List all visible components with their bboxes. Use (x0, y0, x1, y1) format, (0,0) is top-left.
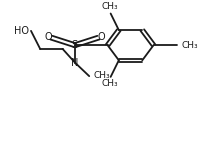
Text: O: O (97, 32, 105, 42)
Text: CH₃: CH₃ (101, 2, 117, 11)
Text: HO: HO (14, 26, 29, 36)
Text: O: O (44, 32, 52, 42)
Text: N: N (71, 58, 78, 68)
Text: S: S (71, 40, 78, 50)
Text: CH₃: CH₃ (93, 71, 109, 80)
Text: CH₃: CH₃ (180, 41, 197, 50)
Text: CH₃: CH₃ (101, 79, 117, 88)
